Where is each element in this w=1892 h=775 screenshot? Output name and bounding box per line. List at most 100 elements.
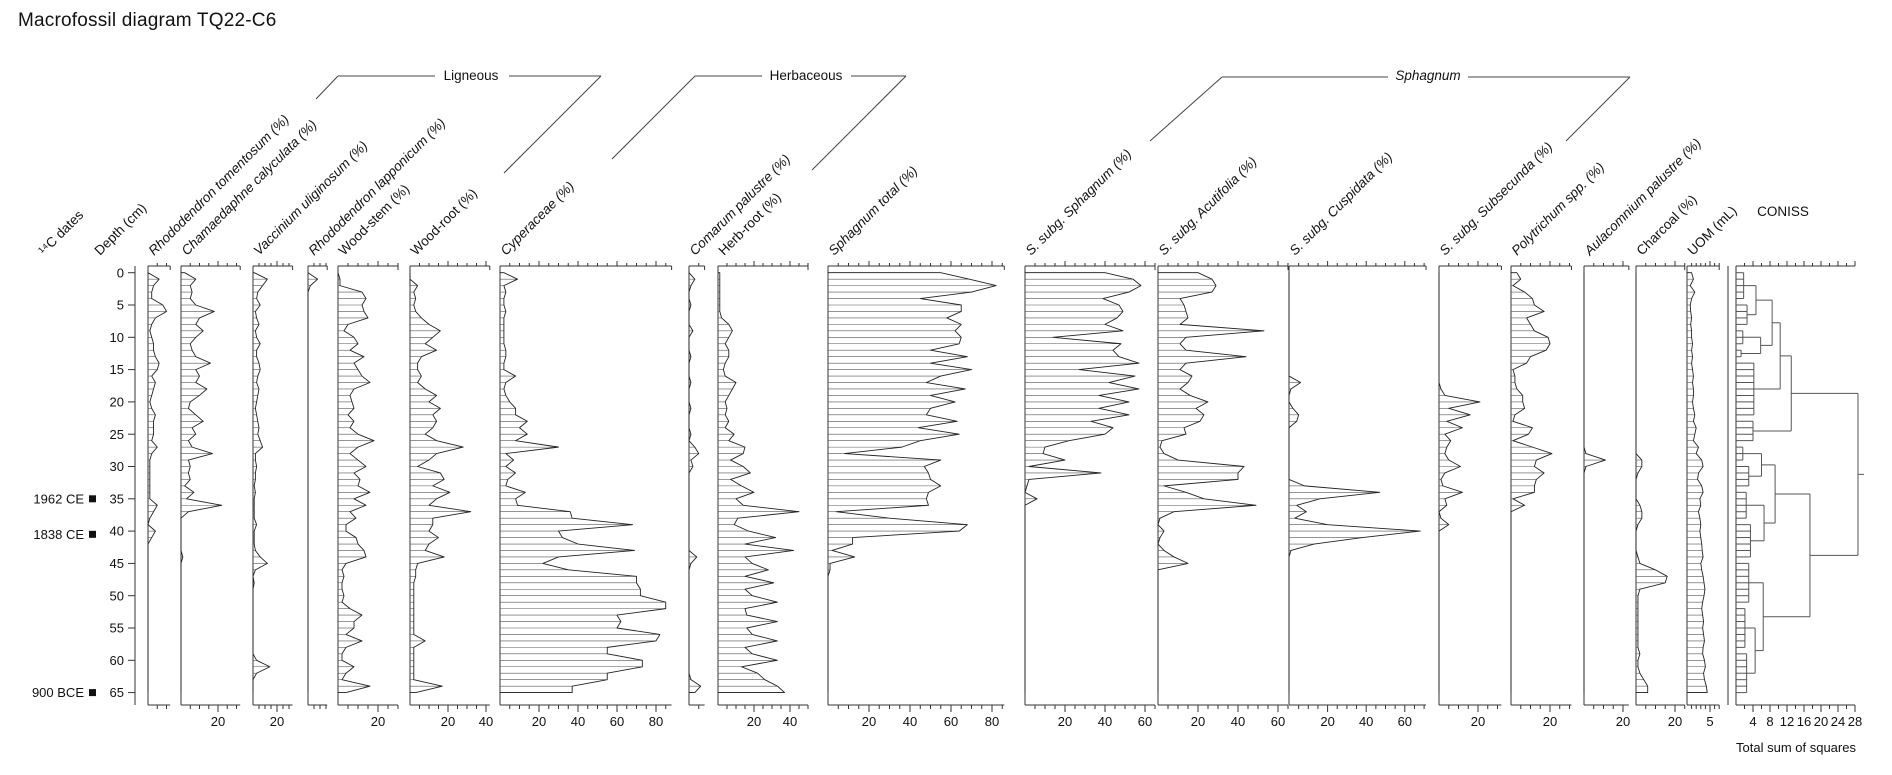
depth-axis: 0 5 10 15 20 25 30 35 40 45 50 55 60 65 Depth (cm) — [92, 200, 150, 705]
group-bracket-sphagnum: Sphagnum — [1149, 68, 1631, 142]
c14-date-label: 1962 CE — [33, 491, 84, 506]
x-tick-label: 20 — [532, 714, 546, 729]
profile-rhododendron_tomentosum — [147, 272, 167, 693]
group-bracket-ligneous: Ligneous — [315, 68, 602, 174]
axis-line — [611, 75, 696, 160]
page-title: Macrofossil diagram TQ22-C6 — [18, 10, 277, 31]
profile-cyperaceae — [500, 272, 667, 694]
x-tick-label: 80 — [985, 714, 999, 729]
panel-s_subg_sphagnum: 20 40 60 S. subg. Sphagnum (%) — [1023, 146, 1156, 729]
c14-column-title: ¹⁴C dates — [36, 207, 87, 258]
c14-date-label: 1838 CE — [33, 527, 84, 542]
x-tick-label: 5 — [1706, 714, 1713, 729]
x-tick-label: 60 — [610, 714, 624, 729]
column-title-s_subg_acutifolia: S. subg. Acutifolia (%) — [1156, 154, 1260, 258]
column-title-chamaedaphne_calyculata: Chamaedaphne calyculata (%) — [179, 117, 320, 258]
group-label: Sphagnum — [1395, 68, 1460, 83]
coniss-title: CONISS — [1757, 204, 1809, 219]
profile-s_subg_acutifolia — [1157, 272, 1265, 693]
coniss-tick-label: 20 — [1814, 714, 1828, 729]
coniss-xaxis-title: Total sum of squares — [1736, 740, 1856, 755]
x-tick-label: 40 — [1231, 714, 1245, 729]
x-tick-label: 20 — [747, 714, 761, 729]
x-tick-label: 40 — [783, 714, 797, 729]
depth-tick-label: 35 — [110, 491, 124, 506]
depth-tick-label: 50 — [110, 588, 124, 603]
group-label: Ligneous — [444, 68, 499, 83]
x-tick-label: 20 — [270, 714, 284, 729]
coniss-tick-label: 28 — [1848, 714, 1862, 729]
x-tick-label: 20 — [441, 714, 455, 729]
depth-tick-label: 60 — [110, 653, 124, 668]
profile-aulacomnium_palustre — [1583, 272, 1606, 693]
x-tick-label: 80 — [649, 714, 663, 729]
depth-tick-label: 5 — [117, 298, 124, 313]
panel-cyperaceae: 20 40 60 80 Cyperaceae (%) — [498, 179, 673, 729]
x-tick-label: 20 — [1668, 714, 1682, 729]
depth-axis-title: Depth (cm) — [92, 200, 150, 258]
coniss-tick-label: 12 — [1780, 714, 1794, 729]
axis-line — [1149, 76, 1223, 142]
c14-date-marker — [89, 530, 96, 538]
column-title-s_subg_subsecunda: S. subg. Subsecunda (%) — [1437, 139, 1556, 258]
axis-line — [811, 75, 907, 171]
profile-s_subg_cuspidata — [1288, 272, 1421, 693]
c14-dates: ¹⁴C dates 1962 CE 1838 CE 900 BCE — [32, 207, 96, 700]
profile-rhododendron_lapponicum — [307, 272, 319, 693]
x-tick-label: 20 — [1543, 714, 1557, 729]
depth-tick-label: 45 — [110, 556, 124, 571]
axis-line — [1565, 76, 1631, 142]
profile-comarum_palustre — [688, 272, 702, 694]
profile-s_subg_sphagnum — [1024, 272, 1142, 693]
profile-polytrichum — [1510, 272, 1553, 693]
coniss-tick-label: 16 — [1797, 714, 1811, 729]
x-tick-label: 20 — [211, 714, 225, 729]
x-tick-label: 20 — [371, 714, 385, 729]
x-tick-label: 20 — [1471, 714, 1485, 729]
x-tick-label: 60 — [1138, 714, 1152, 729]
panel-sphagnum_total: 20 40 60 80 Sphagnum total (%) — [826, 163, 1005, 729]
axis-line — [315, 75, 339, 100]
profile-wood_stem — [337, 272, 375, 694]
depth-tick-label: 15 — [110, 362, 124, 377]
profile-sphagnum_total — [827, 272, 997, 693]
column-title-sphagnum_total: Sphagnum total (%) — [826, 163, 921, 258]
depth-tick-label: 0 — [117, 265, 124, 280]
profile-uom — [1687, 272, 1708, 694]
x-tick-label: 40 — [903, 714, 917, 729]
x-tick-label: 40 — [571, 714, 585, 729]
panel-s_subg_cuspidata: 20 40 60 S. subg. Cuspidata (%) — [1287, 149, 1427, 729]
panel-wood_root: 20 40 Wood-root (%) — [408, 186, 494, 729]
x-tick-label: 40 — [1098, 714, 1112, 729]
x-tick-label: 60 — [1398, 714, 1412, 729]
panel-s_subg_acutifolia: 20 40 60 S. subg. Acutifolia (%) — [1156, 154, 1289, 729]
group-bracket-herbaceous: Herbaceous — [611, 68, 907, 171]
x-tick-label: 40 — [1359, 714, 1373, 729]
x-tick-label: 40 — [479, 714, 493, 729]
depth-tick-label: 40 — [110, 524, 124, 539]
depth-tick-label: 55 — [110, 621, 124, 636]
depth-tick-label: 10 — [110, 330, 124, 345]
profile-vaccinium_uliginosum — [252, 272, 271, 693]
x-tick-label: 20 — [1616, 714, 1630, 729]
column-title-wood_root: Wood-root (%) — [408, 186, 481, 259]
depth-tick-label: 30 — [110, 459, 124, 474]
column-title-cyperaceae: Cyperaceae (%) — [498, 179, 578, 259]
profile-s_subg_subsecunda — [1438, 272, 1481, 693]
axis-line — [503, 75, 602, 174]
column-title-s_subg_cuspidata: S. subg. Cuspidata (%) — [1287, 149, 1396, 258]
column-title-s_subg_sphagnum: S. subg. Sphagnum (%) — [1023, 146, 1135, 258]
c14-date-label: 900 BCE — [32, 685, 84, 700]
coniss-tick-label: 24 — [1831, 714, 1845, 729]
coniss-panel: 4 8 12 16 20 24 28 CONISS Total sum of squares — [1727, 204, 1864, 755]
column-title-uom: UOM (mL) — [1685, 203, 1740, 258]
x-tick-label: 20 — [862, 714, 876, 729]
panel-uom: 5 UOM (mL) — [1685, 203, 1740, 729]
panel-rhododendron_lapponicum: Rhododendron lapponicum (%) — [306, 115, 448, 709]
profile-herb_root — [718, 272, 800, 694]
